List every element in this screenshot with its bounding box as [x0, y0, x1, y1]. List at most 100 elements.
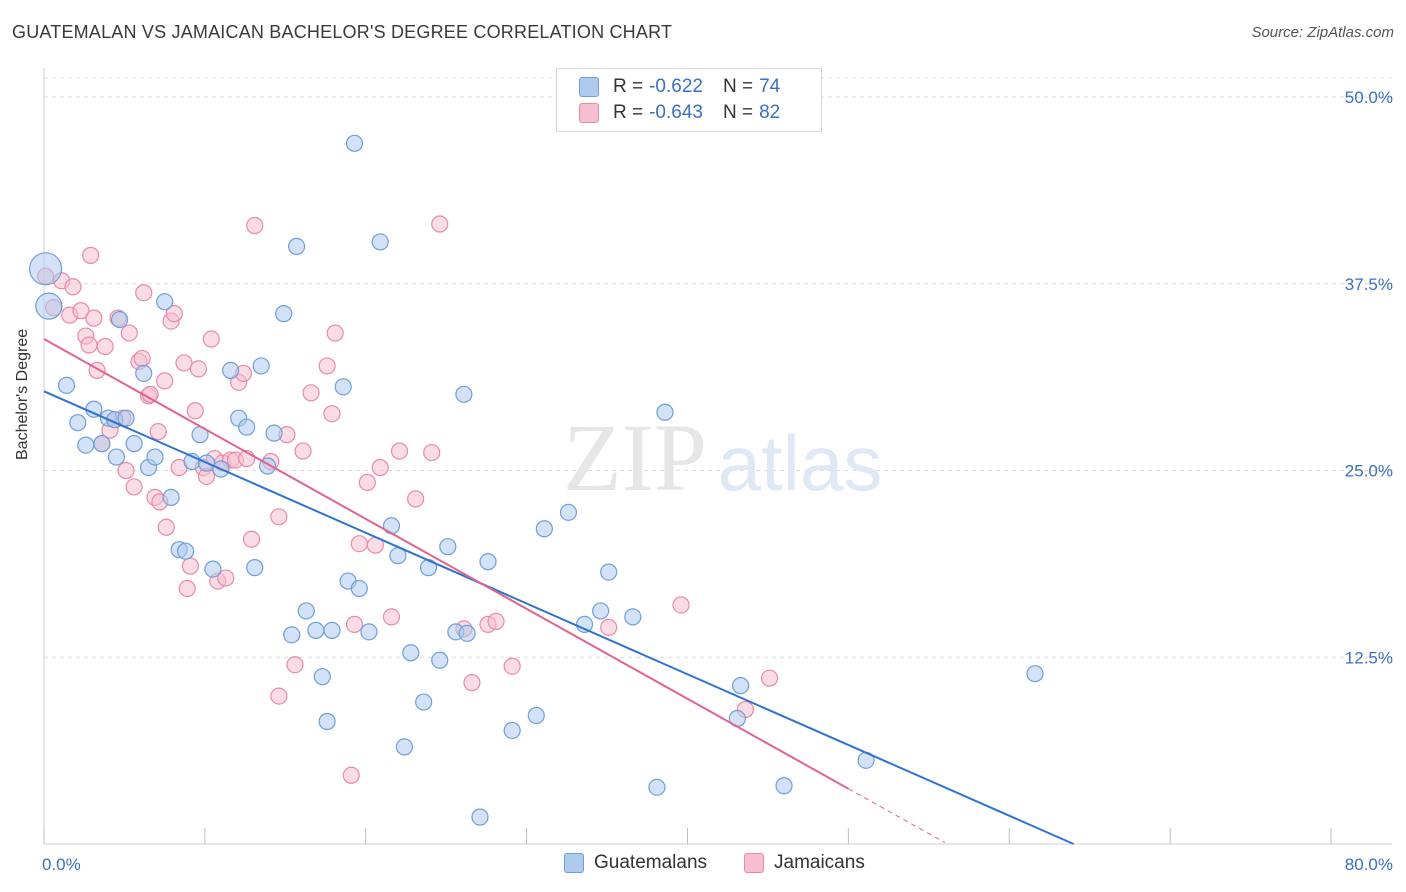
- guatemalan-point: [592, 602, 610, 620]
- jamaican-point: [85, 309, 103, 327]
- legend-n-value: 74: [759, 76, 781, 97]
- jamaican-point: [407, 490, 425, 508]
- guatemalan-point: [371, 233, 389, 251]
- guatemalan-point: [1026, 665, 1044, 683]
- guatemalan-point: [395, 738, 413, 756]
- guatemalan-point: [156, 293, 174, 311]
- guatemalan-point: [111, 311, 129, 329]
- jamaican-point: [72, 302, 90, 320]
- bottom-legend-swatch-blue: [564, 853, 584, 873]
- jamaican-point: [96, 337, 114, 356]
- bottom-legend-jamaicans: Jamaicans: [744, 852, 865, 874]
- guatemalan-point: [318, 712, 336, 731]
- jamaican-point: [189, 360, 208, 378]
- jamaican-point: [431, 215, 449, 233]
- guatemalan-point: [334, 378, 352, 396]
- legend-r-label: R =: [613, 102, 644, 123]
- jamaican-point: [64, 278, 82, 296]
- jamaican-point: [156, 372, 174, 390]
- guatemalan-point: [146, 448, 164, 466]
- jamaican-point: [503, 657, 521, 675]
- y-tick-label: 25.0%: [1345, 462, 1393, 481]
- guatemalan-point: [345, 134, 364, 152]
- jamaican-point: [125, 478, 143, 496]
- jamaican-point: [242, 530, 261, 548]
- guatemalan-point: [535, 520, 553, 538]
- y-tick-label: 37.5%: [1345, 275, 1393, 294]
- legend-n-label: N =: [722, 76, 754, 97]
- guatemalan-point: [265, 424, 283, 442]
- guatemalan-point: [458, 624, 476, 642]
- guatemalan-point: [431, 651, 449, 669]
- watermark-atlas: atlas: [718, 419, 883, 507]
- guatemalan-point: [287, 237, 306, 255]
- legend-row-guatemalans: R = -0.622 N = 74: [579, 75, 800, 99]
- jamaican-point: [463, 674, 481, 692]
- jamaican-point: [760, 669, 779, 687]
- jamaican-point: [186, 402, 204, 420]
- jamaican-point: [350, 535, 368, 553]
- y-axis-label: Bachelor's Degree: [14, 328, 31, 460]
- tick-layer: 12.5% 25.0% 37.5% 50.0% 0.0% 80.0%: [42, 88, 1393, 874]
- guatemalan-point: [439, 538, 457, 556]
- jamaican-point: [120, 324, 138, 342]
- guatemalan-point: [252, 357, 270, 375]
- bottom-legend-label: Guatemalans: [594, 852, 708, 873]
- legend-swatch-blue: [579, 77, 599, 97]
- jamaican-point: [345, 615, 364, 633]
- guatemalan-point: [471, 808, 489, 826]
- axis-layer: [43, 68, 1392, 845]
- legend-n-label: N =: [722, 102, 754, 123]
- jamaican-point: [157, 518, 175, 536]
- jamaican-point: [80, 336, 98, 354]
- guatemalan-point: [275, 305, 293, 323]
- guatemalan-point: [117, 409, 135, 427]
- jamaican-point: [178, 579, 196, 598]
- bottom-legend-label: Jamaicans: [774, 852, 865, 873]
- jamaican-point: [318, 357, 336, 375]
- jamaican-trend-line: [43, 338, 849, 790]
- jamaican-point: [294, 442, 312, 460]
- guatemalan-point: [360, 623, 378, 641]
- jamaican-point: [133, 349, 151, 368]
- x-tick-label: 0.0%: [42, 855, 81, 874]
- guatemalan-point: [107, 448, 125, 466]
- bottom-legend-guatemalans: Guatemalans: [564, 852, 707, 874]
- guatemalan-point: [624, 608, 642, 626]
- legend-r-value: -0.643: [649, 102, 703, 123]
- jamaican-point: [82, 246, 100, 264]
- guatemalan-point: [402, 644, 420, 662]
- jamaican-point: [371, 458, 389, 477]
- jamaican-point: [326, 324, 344, 342]
- legend-row-jamaicans: R = -0.643 N = 82: [579, 101, 800, 125]
- legend-n-value: 82: [759, 102, 781, 123]
- guatemalan-point: [323, 621, 341, 639]
- chart-title: GUATEMALAN VS JAMAICAN BACHELOR'S DEGREE…: [12, 22, 673, 42]
- jamaican-point: [487, 612, 505, 630]
- jamaican-trend-extension: [848, 788, 946, 843]
- guatemalan-point: [176, 542, 195, 560]
- guatemalan-point: [415, 693, 433, 711]
- guatemalan-point: [313, 668, 331, 686]
- jamaican-point: [246, 216, 264, 235]
- jamaican-point: [135, 284, 153, 302]
- jamaican-point: [423, 443, 441, 462]
- guatemalan-point: [246, 559, 264, 577]
- jamaican-point: [390, 442, 409, 460]
- guatemalan-point: [135, 364, 153, 382]
- guatemalan-point: [125, 435, 143, 453]
- jamaican-point: [202, 330, 220, 348]
- guatemalan-point: [162, 488, 180, 506]
- watermark: ZIP atlas: [563, 404, 882, 511]
- jamaican-point: [672, 596, 690, 614]
- jamaican-point: [165, 305, 183, 323]
- guatemalan-point: [648, 778, 666, 796]
- watermark-zip: ZIP: [563, 404, 707, 511]
- guatemalan-point: [527, 706, 545, 725]
- guatemalan-point: [382, 517, 401, 535]
- guatemalan-point: [35, 292, 63, 320]
- jamaican-point: [382, 608, 401, 626]
- guatemalan-point: [559, 503, 578, 521]
- jamaican-point: [217, 569, 235, 587]
